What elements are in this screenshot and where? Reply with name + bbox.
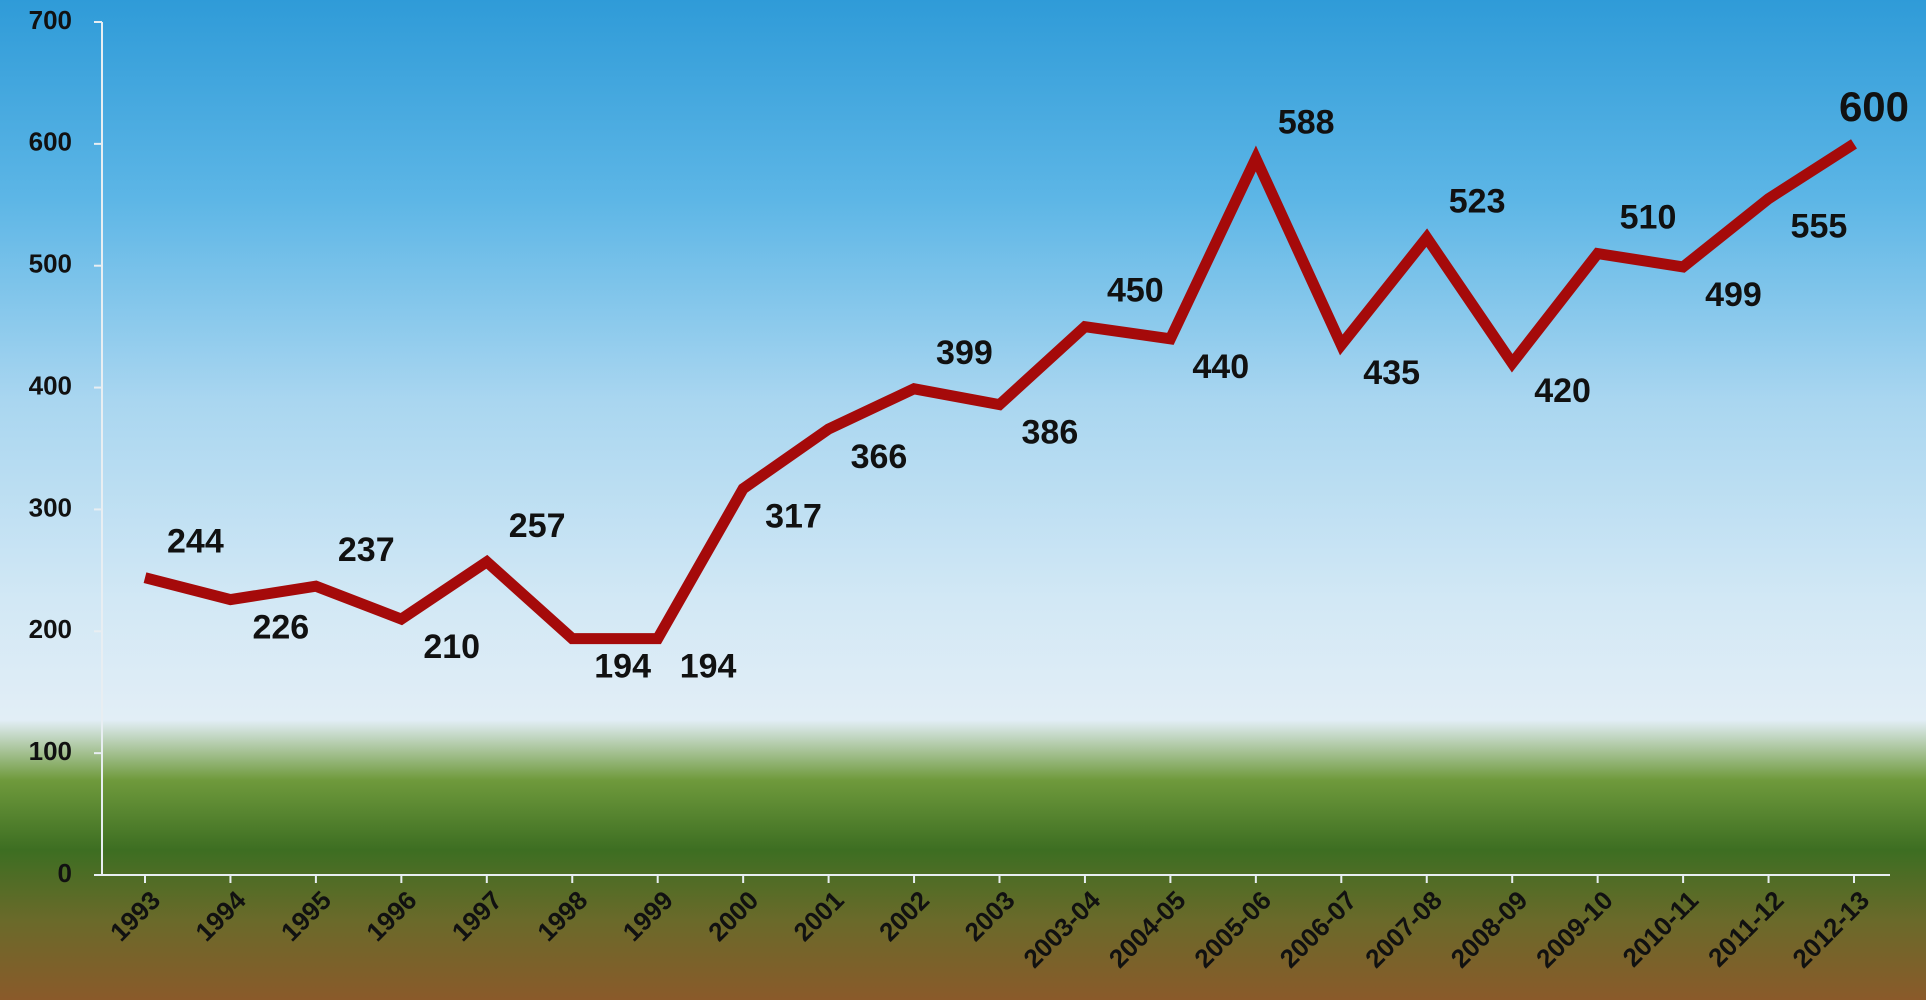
data-label: 386	[1022, 414, 1079, 452]
x-tick-label: 2010-11	[1617, 885, 1705, 973]
data-label: 420	[1534, 372, 1591, 410]
x-tick-label: 1997	[446, 885, 508, 947]
data-label: 510	[1620, 199, 1677, 237]
data-line	[143, 139, 1857, 645]
data-label: 237	[338, 531, 395, 569]
x-tick-label: 2004-05	[1103, 885, 1192, 974]
y-tick-label: 400	[29, 370, 72, 400]
data-label: 450	[1107, 272, 1164, 310]
y-tick-label: 500	[29, 249, 72, 279]
x-tick-label: 2006-07	[1274, 885, 1363, 974]
x-tick-label: 1993	[104, 885, 166, 947]
y-tick-label: 700	[29, 5, 72, 35]
x-tick-label: 1998	[531, 885, 593, 947]
x-tick-label: 2007-08	[1359, 885, 1448, 974]
data-label: 399	[936, 334, 993, 372]
x-tick-label: 2005-06	[1188, 885, 1277, 974]
data-label: 588	[1278, 103, 1335, 141]
x-tick-label: 2012-13	[1786, 885, 1875, 974]
x-tick-label: 2001	[788, 885, 850, 947]
data-label: 194	[680, 648, 737, 686]
data-label: 210	[423, 628, 480, 666]
y-tick-label: 600	[29, 127, 72, 157]
y-tick-label: 0	[58, 858, 72, 888]
x-tick-label: 2003	[958, 885, 1020, 947]
data-label: 440	[1192, 348, 1249, 386]
x-tick-label: 2008-09	[1445, 885, 1534, 974]
x-tick-label: 2000	[702, 885, 764, 947]
data-label: 435	[1363, 354, 1420, 392]
y-tick-label: 200	[29, 614, 72, 644]
y-tick-label: 300	[29, 492, 72, 522]
data-label: 600	[1839, 83, 1909, 130]
y-tick-label: 100	[29, 736, 72, 766]
data-label: 523	[1449, 183, 1506, 221]
x-tick-label: 1999	[617, 885, 679, 947]
data-label: 366	[851, 438, 908, 476]
data-label: 257	[509, 507, 566, 545]
x-tick-label: 2002	[873, 885, 935, 947]
x-tick-label: 2009-10	[1530, 885, 1619, 974]
x-tick-label: 1994	[189, 885, 251, 947]
data-label: 226	[252, 609, 309, 647]
x-tick-label: 2011-12	[1702, 885, 1790, 973]
x-tick-label: 2003-04	[1017, 885, 1106, 974]
data-label: 244	[167, 523, 224, 561]
data-label: 499	[1705, 276, 1762, 314]
x-tick-label: 1996	[360, 885, 422, 947]
data-label: 317	[765, 498, 822, 536]
data-label: 555	[1791, 208, 1848, 246]
x-tick-label: 1995	[275, 885, 337, 947]
data-label: 194	[594, 648, 651, 686]
